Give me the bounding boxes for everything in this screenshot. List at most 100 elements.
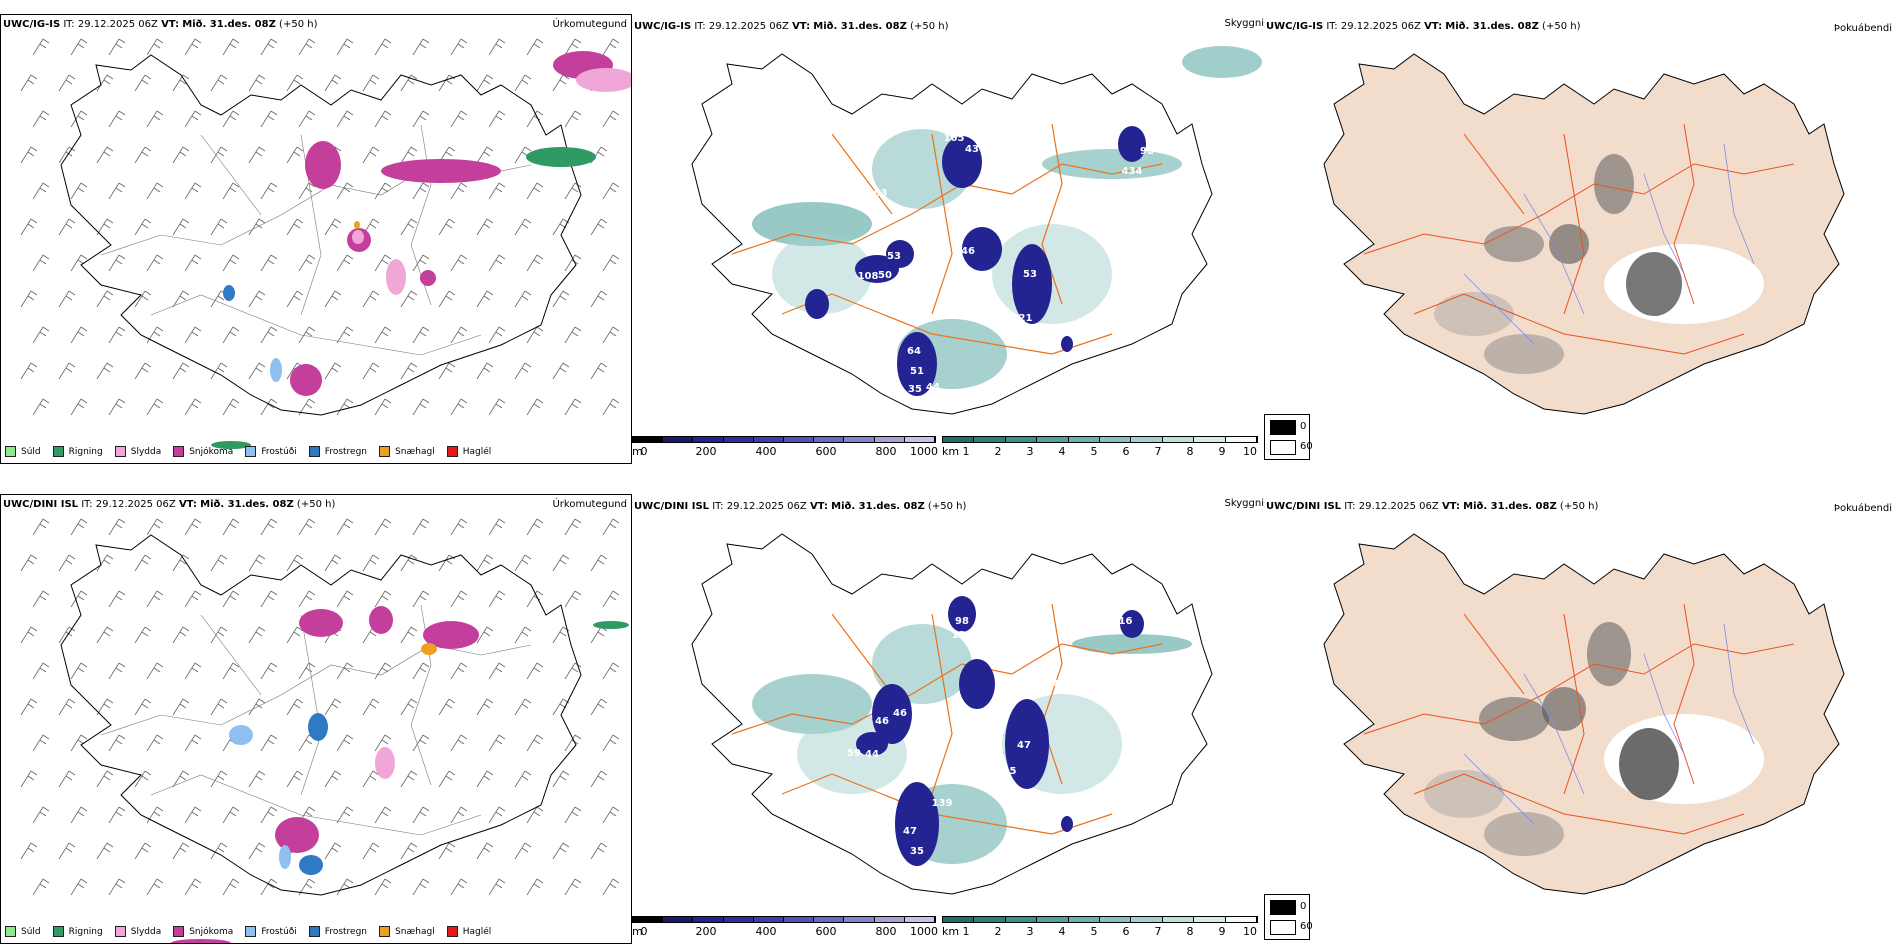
legend-swatch [308, 446, 320, 457]
fog-areas [1424, 622, 1764, 856]
cloud-base-value: 46 [875, 716, 889, 727]
legend-swatch [52, 926, 64, 937]
legend-item: Frostregn [308, 926, 367, 937]
legend-item: Rigning [52, 446, 103, 457]
colorbar-tick: 600 [815, 925, 837, 938]
cloud-base-areas [856, 596, 1144, 866]
colorbar-tick: 8 [1186, 925, 1194, 938]
legend-swatch [446, 926, 458, 937]
cloud-base-value: 35 [908, 384, 922, 395]
precip-areas [211, 51, 631, 449]
legend-item: Snjókoma [173, 926, 233, 937]
cloud-base-value: 81 [995, 651, 1009, 662]
fog-map [1323, 53, 1845, 415]
colorbar-tick: 800 [875, 445, 897, 458]
colorbar-tick: 9 [1218, 445, 1226, 458]
colorbar-tick: 6 [1122, 445, 1130, 458]
cloud-base-value: 43 [965, 144, 979, 155]
colorbar-segment [663, 917, 694, 922]
legend-swatch [114, 926, 126, 937]
wind-barbs [20, 518, 620, 896]
colorbar-segment [1100, 437, 1132, 442]
colorbar-tick: 1 [962, 445, 970, 458]
cloud-base-value: 99 [1051, 678, 1065, 689]
colorbar-segment [844, 917, 875, 922]
cloud-base-value: 50 [878, 270, 892, 281]
fog-legend-swatch [1270, 900, 1296, 915]
colorbar-segment [814, 917, 845, 922]
cloud-base-value: 105 [944, 133, 965, 144]
cloud-base-value: 51 [910, 366, 924, 377]
cloud-base-value: 35 [910, 846, 924, 857]
legend-item: Snjókoma [173, 446, 233, 457]
colorbar-tick: 4 [1058, 925, 1066, 938]
cloud-base-value: 46 [961, 246, 975, 257]
fog-legend-swatch [1270, 420, 1296, 435]
colorbar-tick: 1000 [910, 925, 938, 938]
colorbar-tick: 0 [640, 445, 648, 458]
precip-map [20, 38, 631, 449]
cloud-base-value: 115 [996, 766, 1017, 777]
fog-areas [1434, 154, 1764, 374]
panel-title: UWC/DINI ISL IT: 29.12.2025 06Z VT: Mið.… [1266, 501, 1599, 512]
legend-item: Súld [5, 926, 41, 937]
cloud-base-value: 135 [952, 630, 973, 641]
panel-title: UWC/IG-IS IT: 29.12.2025 06Z VT: Mið. 31… [3, 19, 318, 30]
legend-swatch [173, 926, 185, 937]
colorbar-segment [784, 917, 815, 922]
precip-areas [171, 606, 629, 943]
colorbar-unit: m [632, 445, 643, 458]
colorbar-segment [633, 437, 664, 442]
precip-legend: Súld Rigning Slydda Snjókoma Frostúði Fr… [5, 446, 491, 457]
cloud-base-value: 42 [963, 718, 977, 729]
colorbar-segment [904, 917, 936, 922]
legend-item: Snæhagl [379, 446, 435, 457]
legend-swatch [5, 446, 16, 457]
colorbar-tick: 200 [695, 925, 717, 938]
panel-type-label: Úrkomutegund [552, 19, 627, 30]
colorbar-tick: 1 [962, 925, 970, 938]
cloud-base-value: 116 [1112, 616, 1133, 627]
legend-item: Frostregn [308, 446, 367, 457]
colorbar-segment [874, 917, 905, 922]
panel-title: UWC/IG-IS IT: 29.12.2025 06Z VT: Mið. 31… [1266, 21, 1581, 32]
cloud-base-value: 59 [847, 748, 861, 759]
colorbar-segment [723, 437, 754, 442]
colorbar-segment [1194, 917, 1226, 922]
panel-title: UWC/DINI ISL IT: 29.12.2025 06Z VT: Mið.… [3, 499, 336, 510]
legend-swatch [5, 926, 16, 937]
legend-item: Slydda [114, 926, 161, 937]
fog-legend: 0 60 [1264, 414, 1313, 460]
colorbar-tick: 8 [1186, 445, 1194, 458]
colorbar-segment [974, 437, 1006, 442]
colorbar-tick: 600 [815, 445, 837, 458]
cloud-base-value: 98 [955, 616, 969, 627]
colorbar-tick: 7 [1154, 925, 1162, 938]
colorbar-tick: 0 [640, 925, 648, 938]
colorbar-tick: 4 [1058, 445, 1066, 458]
legend-swatch [114, 446, 126, 457]
colorbar-segment [1131, 437, 1163, 442]
colorbar-unit: km [942, 445, 960, 458]
road-river-lines [1363, 123, 1795, 355]
iceland-outline [60, 54, 582, 416]
cloud-base-value: 47 [1017, 740, 1031, 751]
colorbar-segment [1194, 437, 1226, 442]
iceland-outline [60, 534, 582, 896]
colorbar-tick: 7 [1154, 445, 1162, 458]
precip-type-panel-top: UWC/IG-IS IT: 29.12.2025 06Z VT: Mið. 31… [0, 14, 632, 464]
colorbar-segment [663, 437, 694, 442]
colorbar-unit: m [632, 925, 643, 938]
legend-swatch [379, 446, 391, 457]
cloud-base-value: 47 [903, 826, 917, 837]
fog-legend: 0 60 [1264, 894, 1313, 940]
colorbar-tick: 6 [1122, 925, 1130, 938]
legend-item: Haglél [446, 446, 491, 457]
colorbar-tick: 10 [1243, 925, 1257, 938]
road-river-lines [1363, 603, 1795, 835]
colorbar-segment [693, 917, 724, 922]
fog-legend-label: 0 [1300, 901, 1307, 912]
fog-legend-swatch [1270, 920, 1296, 935]
colorbar-tick: 3 [1026, 445, 1034, 458]
